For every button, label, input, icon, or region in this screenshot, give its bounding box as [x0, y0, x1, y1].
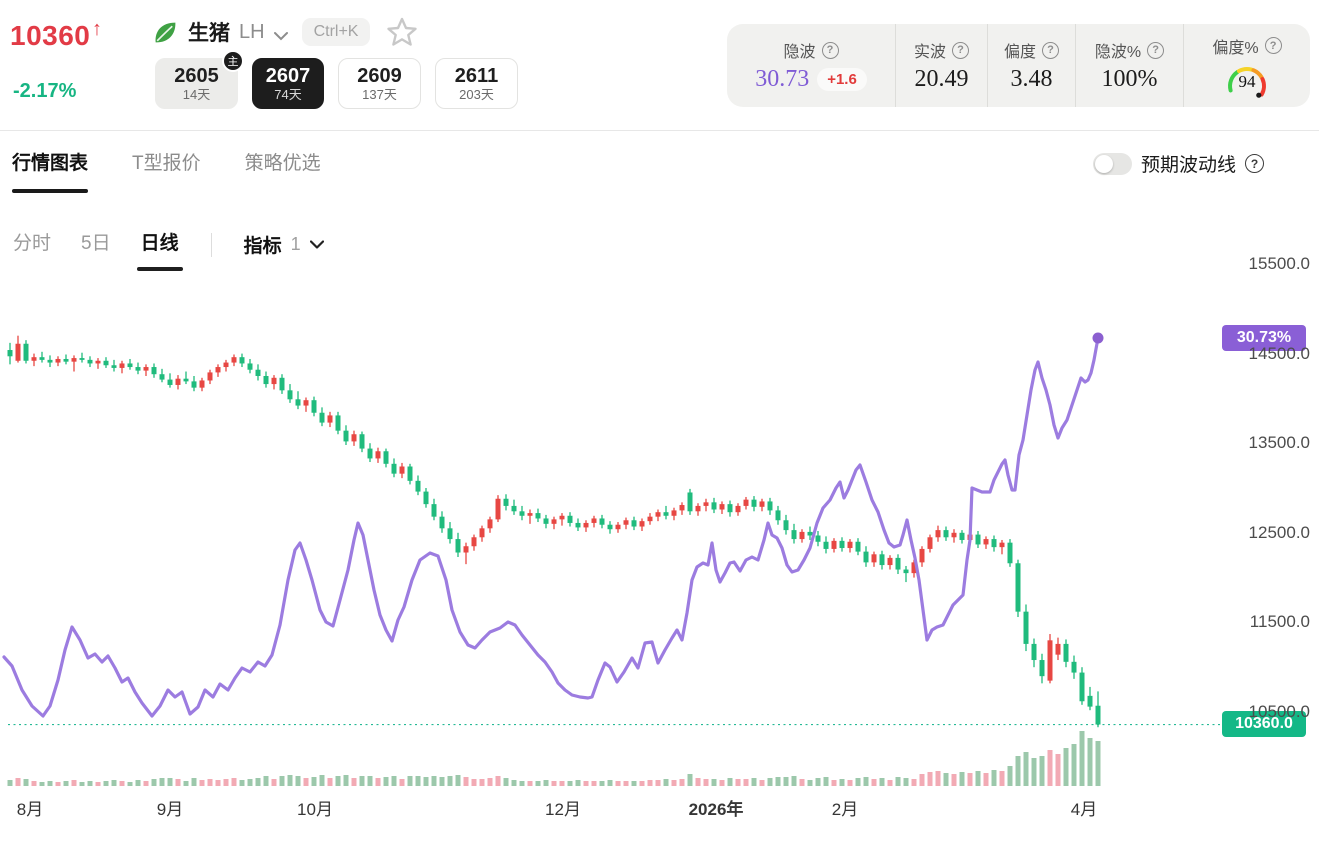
contract-code: 2605	[174, 65, 219, 87]
stat-value: 30.73	[755, 66, 810, 92]
chevron-down-icon[interactable]	[273, 28, 288, 40]
main-tabs: 行情图表 T型报价 策略优选	[12, 148, 321, 193]
iv-value-tag: 30.73%	[1222, 325, 1306, 351]
tab-t-quote[interactable]: T型报价	[132, 153, 201, 174]
stat-skew: 偏度? 3.48	[987, 24, 1075, 107]
stats-panel: 隐波? 30.73 +1.6 实波? 20.49 偏度? 3.48 隐波%? 10…	[727, 24, 1310, 107]
contract-tab-2609[interactable]: 2609 137天	[338, 58, 421, 109]
gauge-value: 94	[1238, 71, 1256, 91]
volume-series	[7, 731, 1101, 786]
contract-tab-2607[interactable]: 2607 74天	[252, 58, 324, 109]
contract-code: 2609	[357, 65, 402, 87]
y-axis-label: 11500.0	[1249, 612, 1310, 632]
tab-intraday[interactable]: 分时	[13, 233, 52, 254]
contract-code: 2611	[454, 65, 499, 87]
y-axis-label: 14500.0	[1248, 343, 1310, 363]
chevron-down-icon	[309, 240, 324, 249]
indicator-label: 指标	[243, 236, 282, 257]
tab-5day[interactable]: 5日	[81, 233, 111, 254]
leaf-icon	[152, 19, 179, 46]
header: 10360 ↑ -2.17% 生猪 LH Ctrl+K 主 2605 14天	[0, 0, 1319, 131]
expected-volatility-toggle[interactable]	[1093, 152, 1132, 175]
stat-label: 隐波%	[1094, 44, 1142, 61]
shortcut-hint: Ctrl+K	[301, 18, 371, 46]
stat-value: 3.48	[1010, 66, 1053, 92]
x-axis-label: 9月	[156, 800, 184, 819]
iv-line-endpoint-dot	[1092, 332, 1104, 344]
stat-label: 偏度%	[1212, 39, 1259, 57]
gauge-arc-icon	[1228, 66, 1266, 98]
iv-line	[2, 336, 1100, 718]
instrument-header: 生猪 LH Ctrl+K	[152, 14, 419, 50]
last-price: 10360	[10, 20, 91, 51]
y-axis-label: 15500.0	[1248, 254, 1310, 273]
price-change: -2.17%	[13, 80, 77, 102]
help-icon[interactable]: ?	[1042, 41, 1059, 59]
contract-tab-2605[interactable]: 主 2605 14天	[155, 50, 244, 109]
indicator-count: 1	[290, 234, 301, 254]
contract-code: 2607	[265, 65, 311, 87]
help-icon[interactable]: ?	[821, 41, 839, 59]
contract-days: 203天	[459, 87, 494, 102]
stat-label: 偏度	[1003, 44, 1036, 61]
x-axis-label: 8月	[16, 800, 44, 819]
contract-tabs: 主 2605 14天 2607 74天 2609 137天 2611 203天	[155, 50, 518, 109]
tab-strategy-picks[interactable]: 策略优选	[244, 153, 321, 174]
contract-days: 14天	[182, 87, 211, 102]
contract-tab-2611[interactable]: 2611 203天	[435, 58, 518, 109]
toggle-label: 预期波动线	[1141, 155, 1237, 176]
y-axis-label: 10500.0	[1248, 702, 1310, 721]
x-axis-label: 2026年	[688, 800, 744, 819]
skew-gauge: 94	[1223, 62, 1271, 98]
price-up-arrow: ↑	[92, 18, 102, 40]
stat-label: 隐波	[783, 44, 816, 61]
help-icon[interactable]: ?	[952, 41, 969, 59]
x-axis-label: 10月	[297, 800, 333, 819]
toggle-knob	[1095, 154, 1113, 173]
help-icon[interactable]: ?	[1264, 37, 1282, 54]
contract-days: 137天	[362, 87, 397, 102]
y-axis-label: 12500.0	[1248, 522, 1310, 542]
help-icon[interactable]: ?	[1245, 154, 1265, 173]
tab-daily[interactable]: 日线	[136, 228, 183, 271]
y-axis-label: 13500.0	[1248, 433, 1310, 453]
expected-volatility-toggle-row: 预期波动线 ?	[1093, 150, 1265, 177]
instrument-code: LH	[239, 20, 265, 43]
divider	[210, 232, 212, 257]
x-axis-label: 4月	[1070, 800, 1098, 819]
contract-days: 74天	[274, 87, 302, 102]
x-axis-label: 2月	[831, 800, 859, 819]
star-icon[interactable]	[385, 15, 419, 49]
stat-iv-percentile: 隐波%? 100%	[1075, 24, 1183, 107]
x-axis-label: 12月	[545, 800, 581, 819]
tab-market-chart[interactable]: 行情图表	[12, 148, 89, 193]
main-contract-badge: 主	[222, 50, 244, 72]
candlestick-series	[7, 335, 1101, 728]
stat-skew-percentile: 偏度%? 94	[1183, 24, 1310, 107]
stat-realized-vol: 实波? 20.49	[895, 24, 987, 107]
stat-value: 100%	[1101, 66, 1158, 92]
stat-delta: +1.6	[817, 68, 867, 91]
stat-implied-vol: 隐波? 30.73 +1.6	[727, 24, 895, 107]
stat-label: 实波	[913, 44, 946, 61]
indicator-selector[interactable]: 指标 1	[244, 231, 324, 258]
instrument-name: 生猪	[188, 22, 230, 45]
stat-value: 20.49	[914, 66, 969, 92]
price-chart: 30.73% 10360.0 15500.0 14500.0 13500.0 1250…	[0, 250, 1319, 843]
chart-period-tabs: 分时 5日 日线 指标 1	[13, 228, 324, 271]
help-icon[interactable]: ?	[1147, 41, 1165, 59]
chart-canvas[interactable]	[0, 250, 1319, 843]
last-price-tag: 10360.0	[1222, 711, 1306, 737]
